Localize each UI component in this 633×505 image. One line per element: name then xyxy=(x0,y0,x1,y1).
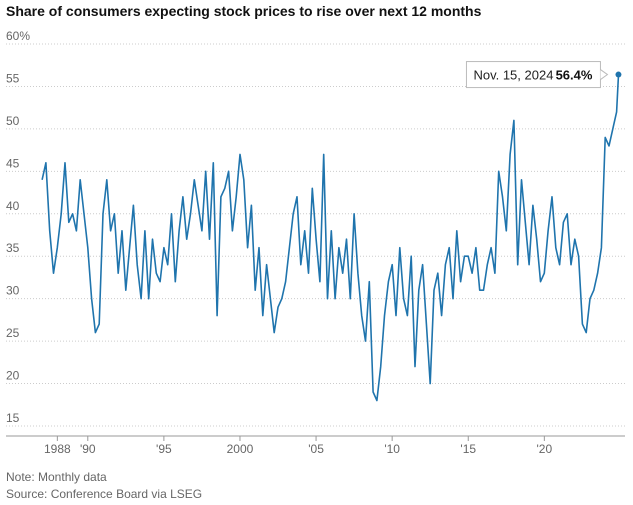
y-tick-label: 35 xyxy=(6,241,20,255)
x-tick-label: '95 xyxy=(156,442,172,456)
x-tick-label: '20 xyxy=(537,442,553,456)
y-tick-label: 50 xyxy=(6,114,20,128)
annotation-value: 56.4% xyxy=(556,68,593,83)
x-tick-label: '10 xyxy=(384,442,400,456)
x-tick-label: '90 xyxy=(80,442,96,456)
y-tick-label: 40 xyxy=(6,199,20,213)
y-tick-label: 15 xyxy=(6,411,20,425)
y-tick-label: 45 xyxy=(6,156,20,170)
x-tick-label: 2000 xyxy=(227,442,254,456)
source: Source: Conference Board via LSEG xyxy=(6,487,202,501)
y-tick-label: 30 xyxy=(6,284,20,298)
last-point xyxy=(615,71,622,78)
y-tick-label: 25 xyxy=(6,326,20,340)
annotation-pointer xyxy=(600,69,609,80)
x-tick-label: '05 xyxy=(308,442,324,456)
note: Note: Monthly data xyxy=(6,470,107,484)
x-tick-label: '15 xyxy=(460,442,476,456)
annotation-date: Nov. 15, 2024 xyxy=(473,68,553,83)
x-tick-label: 1988 xyxy=(44,442,71,456)
annotation: Nov. 15, 2024 56.4% xyxy=(465,61,609,89)
y-tick-label: 55 xyxy=(6,71,20,85)
chart-title: Share of consumers expecting stock price… xyxy=(6,3,482,19)
line-series xyxy=(41,74,620,402)
y-tick-label: 20 xyxy=(6,369,20,383)
annotation-box xyxy=(465,61,601,89)
y-tick-label: 60% xyxy=(6,29,30,43)
